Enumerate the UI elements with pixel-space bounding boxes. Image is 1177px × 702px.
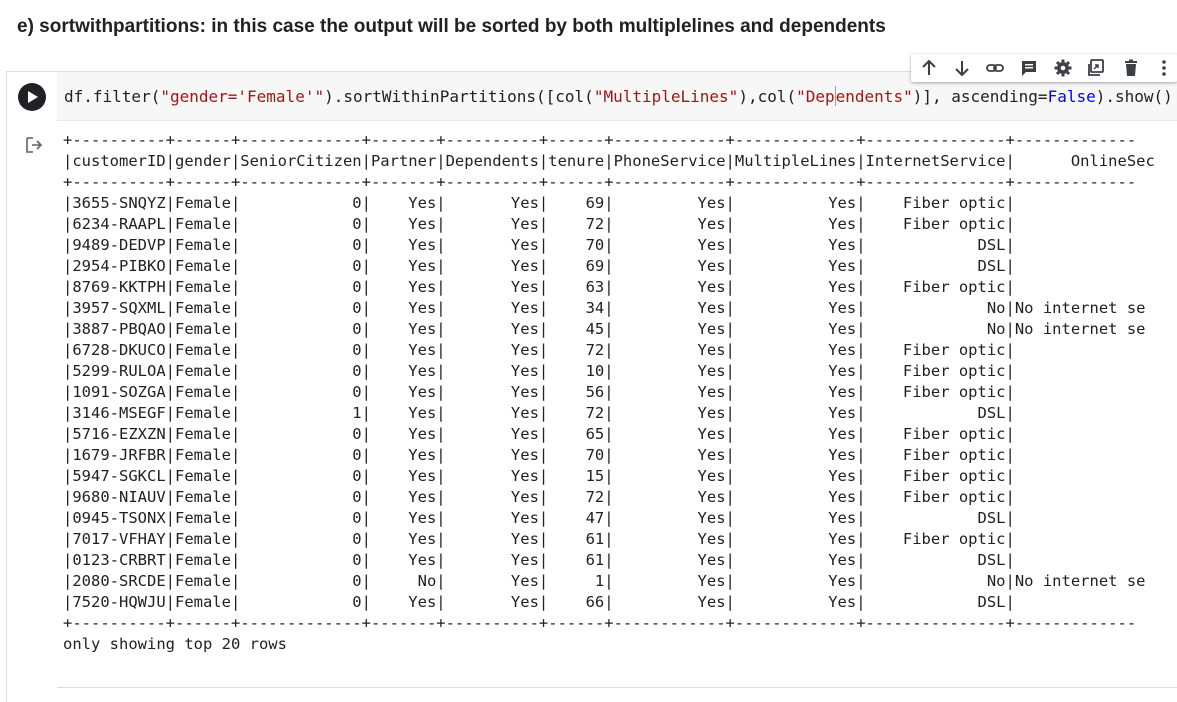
- table-row: |7520-HQWJU|Female| 0| Yes| Yes| 66| Yes…: [63, 593, 1015, 611]
- table-row: |2954-PIBKO|Female| 0| Yes| Yes| 69| Yes…: [63, 257, 1015, 275]
- table-row: |1679-JRFBR|Female| 0| Yes| Yes| 70| Yes…: [63, 446, 1015, 464]
- table-row: |3887-PBQAO|Female| 0| Yes| Yes| 45| Yes…: [63, 320, 1146, 338]
- play-icon: [28, 91, 38, 103]
- more-icon[interactable]: [1152, 56, 1176, 80]
- output-footer: only showing top 20 rows: [63, 635, 287, 653]
- arrow-down-icon[interactable]: [950, 56, 974, 80]
- table-row: |5299-RULOA|Female| 0| Yes| Yes| 10| Yes…: [63, 362, 1015, 380]
- code-string: "MultipleLines": [593, 87, 739, 106]
- settings-icon[interactable]: [1051, 56, 1075, 80]
- link-icon[interactable]: [983, 56, 1007, 80]
- code-token: ).show(): [1095, 87, 1173, 106]
- table-row: |6234-RAAPL|Female| 0| Yes| Yes| 72| Yes…: [63, 215, 1015, 233]
- comment-icon[interactable]: [1017, 56, 1041, 80]
- code-line[interactable]: df.filter("gender='Female'").sortWithinP…: [64, 86, 1173, 106]
- code-token: ).sortWithinPartitions([col(: [324, 87, 594, 106]
- run-cell-button[interactable]: [18, 83, 46, 111]
- table-row: |0123-CRBRT|Female| 0| Yes| Yes| 61| Yes…: [63, 551, 1015, 569]
- arrow-up-icon[interactable]: [917, 56, 941, 80]
- table-border: +----------+------+-------------+-------…: [63, 131, 1137, 149]
- mirror-cell-icon[interactable]: [1084, 56, 1108, 80]
- table-row: |2080-SRCDE|Female| 0| No| Yes| 1| Yes| …: [63, 572, 1146, 590]
- delete-icon[interactable]: [1119, 56, 1143, 80]
- table-row: |3957-SQXML|Female| 0| Yes| Yes| 34| Yes…: [63, 299, 1146, 317]
- cell-output: +----------+------+-------------+-------…: [63, 130, 1177, 670]
- table-border: +----------+------+-------------+-------…: [63, 614, 1137, 632]
- code-string: endents": [835, 87, 913, 106]
- code-token: )], ascending=: [912, 87, 1048, 106]
- code-token: ),col(: [738, 87, 797, 106]
- table-row: |7017-VFHAY|Female| 0| Yes| Yes| 61| Yes…: [63, 530, 1015, 548]
- table-row: |5716-EZXZN|Female| 0| Yes| Yes| 65| Yes…: [63, 425, 1015, 443]
- table-row: |3146-MSEGF|Female| 1| Yes| Yes| 72| Yes…: [63, 404, 1015, 422]
- code-editor[interactable]: df.filter("gender='Female'").sortWithinP…: [57, 72, 1177, 121]
- table-row: |6728-DKUCO|Female| 0| Yes| Yes| 72| Yes…: [63, 341, 1015, 359]
- code-token: df.filter(: [64, 87, 161, 106]
- table-row: |9489-DEDVP|Female| 0| Yes| Yes| 70| Yes…: [63, 236, 1015, 254]
- table-row: |3655-SNQYZ|Female| 0| Yes| Yes| 69| Yes…: [63, 194, 1015, 212]
- code-string: "gender='Female'": [160, 87, 325, 106]
- table-row: |5947-SGKCL|Female| 0| Yes| Yes| 15| Yes…: [63, 467, 1015, 485]
- output-text: +----------+------+-------------+-------…: [63, 130, 1177, 655]
- table-row: |1091-SOZGA|Female| 0| Yes| Yes| 56| Yes…: [63, 383, 1015, 401]
- table-header: |customerID|gender|SeniorCitizen|Partner…: [63, 152, 1155, 170]
- clear-output-icon[interactable]: [24, 135, 44, 155]
- cell-toolbar: [911, 54, 1177, 82]
- section-heading: e) sortwithpartitions: in this case the …: [17, 16, 886, 37]
- table-row: |8769-KKTPH|Female| 0| Yes| Yes| 63| Yes…: [63, 278, 1015, 296]
- table-row: |9680-NIAUV|Female| 0| Yes| Yes| 72| Yes…: [63, 488, 1015, 506]
- table-border: +----------+------+-------------+-------…: [63, 173, 1137, 191]
- code-keyword: False: [1047, 87, 1096, 106]
- code-cell: [6, 71, 1177, 702]
- text-cursor: [834, 86, 836, 106]
- code-string: "Dep: [796, 87, 835, 106]
- divider: [57, 687, 1177, 688]
- table-row: |0945-TSONX|Female| 0| Yes| Yes| 47| Yes…: [63, 509, 1015, 527]
